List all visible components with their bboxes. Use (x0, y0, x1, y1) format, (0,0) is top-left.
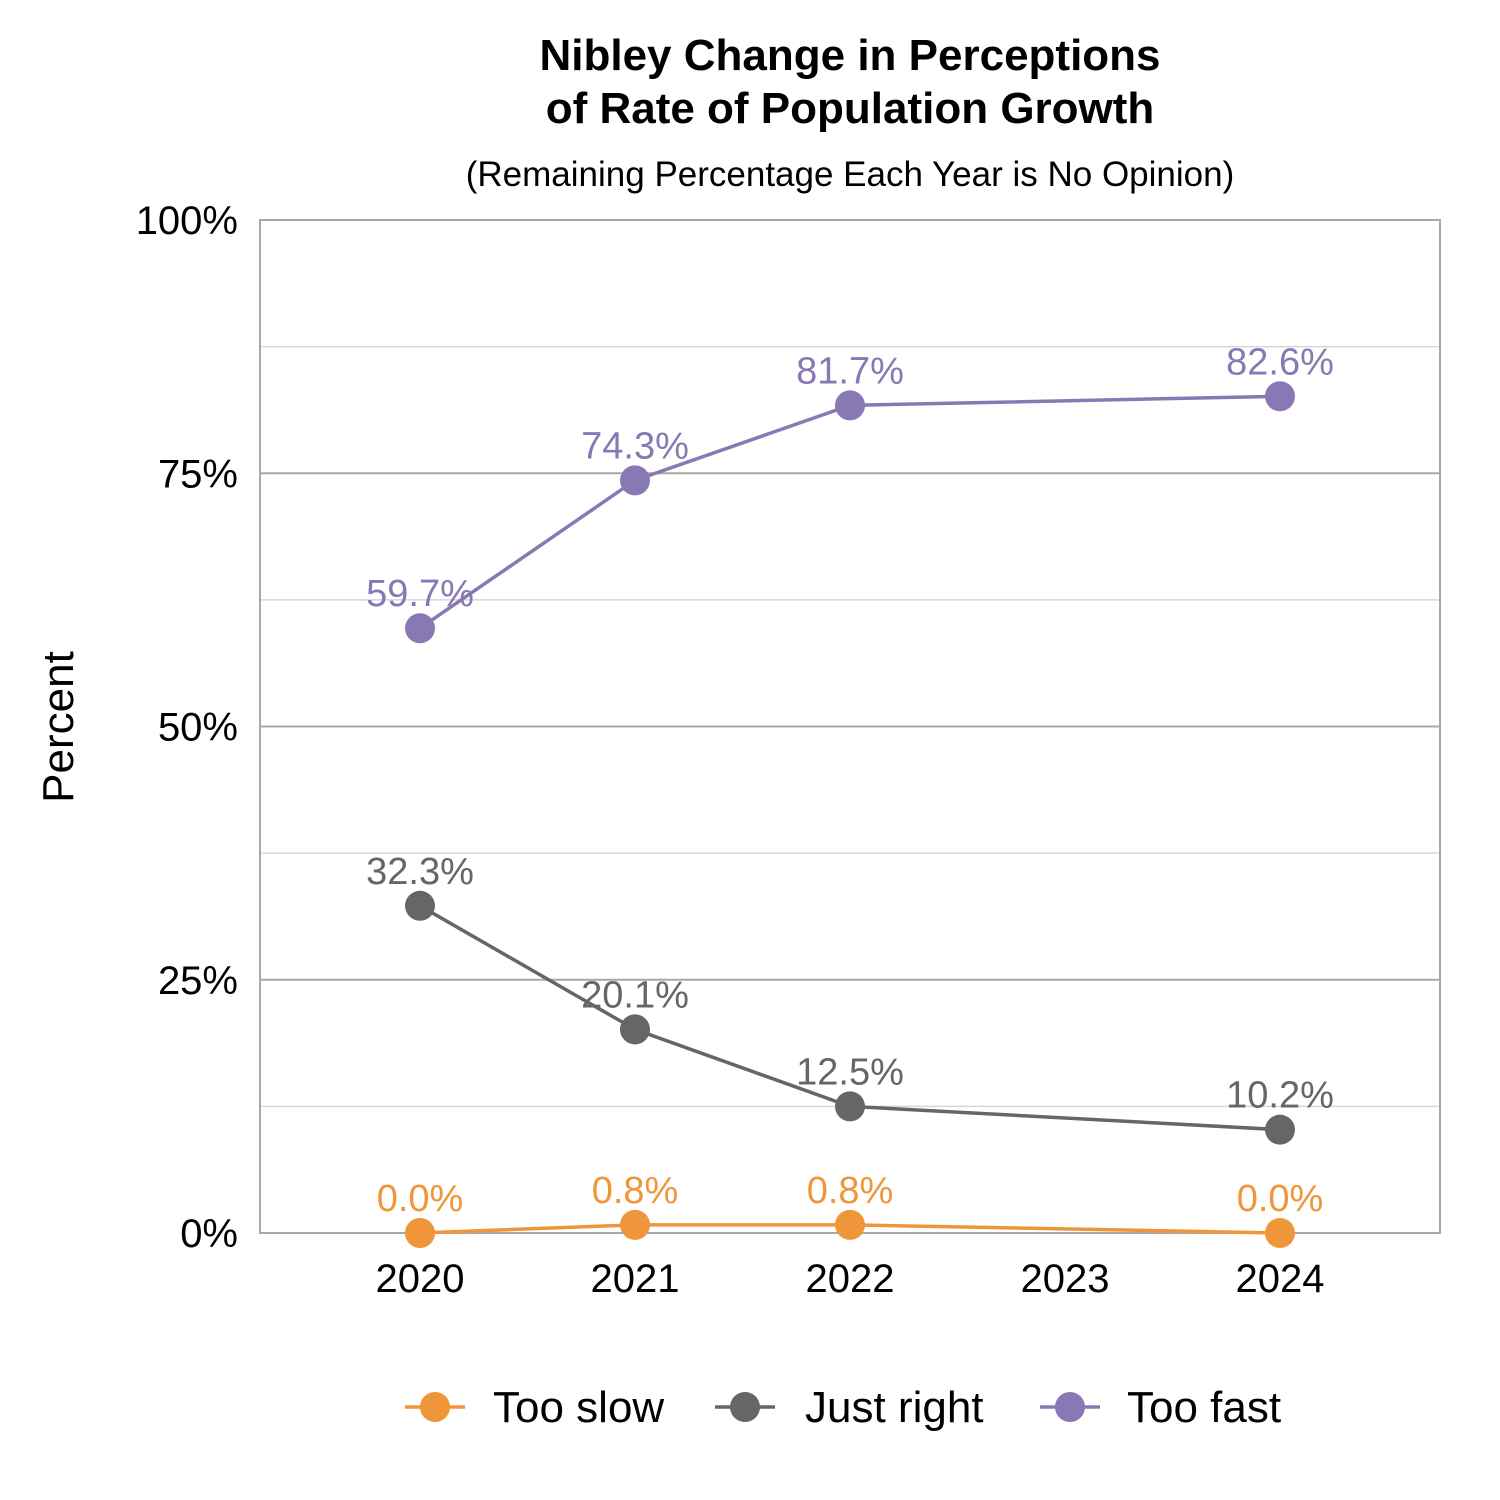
x-tick-label: 2022 (806, 1257, 895, 1301)
data-label: 82.6% (1226, 341, 1334, 383)
data-point (1265, 381, 1295, 412)
legend-item: Just right (715, 1383, 984, 1432)
y-tick-label: 75% (158, 452, 238, 496)
data-point (620, 1209, 650, 1240)
data-label: 59.7% (366, 573, 474, 615)
data-label: 32.3% (366, 851, 474, 893)
data-point (1265, 1218, 1295, 1248)
series-line (419, 1223, 1281, 1235)
data-label: 20.1% (581, 974, 689, 1016)
series-line (419, 394, 1281, 630)
data-label: 74.3% (581, 425, 689, 467)
data-point (835, 1091, 865, 1122)
legend-item: Too slow (405, 1383, 664, 1432)
legend-label: Too slow (493, 1383, 664, 1432)
y-tick-label: 100% (136, 199, 238, 243)
data-label: 0.0% (1237, 1178, 1324, 1220)
y-tick-label: 25% (158, 959, 238, 1003)
data-point (405, 1218, 435, 1248)
series-line (419, 904, 1281, 1132)
chart-subtitle: (Remaining Percentage Each Year is No Op… (466, 155, 1235, 194)
legend-label: Too fast (1127, 1383, 1281, 1432)
data-label: 0.8% (592, 1170, 679, 1212)
y-axis-label: Percent (34, 651, 83, 803)
legend-marker (1055, 1392, 1085, 1422)
data-point (620, 465, 650, 496)
legend-label: Just right (805, 1383, 984, 1432)
data-point (835, 1209, 865, 1240)
x-tick-label: 2021 (591, 1257, 680, 1301)
data-point (835, 390, 865, 421)
legend-marker (730, 1392, 760, 1422)
x-tick-label: 2024 (1236, 1257, 1325, 1301)
data-point (1265, 1114, 1295, 1145)
chart-title-line-1: Nibley Change in Perceptions (539, 31, 1160, 80)
x-tick-label: 2020 (376, 1257, 465, 1301)
data-point (620, 1014, 650, 1045)
data-label: 81.7% (796, 350, 904, 392)
y-tick-label: 50% (158, 706, 238, 750)
chart-title-line-2: of Rate of Population Growth (546, 84, 1155, 133)
data-label: 12.5% (796, 1051, 904, 1093)
legend-marker (420, 1392, 450, 1422)
x-tick-label: 2023 (1021, 1257, 1110, 1301)
data-label: 0.8% (807, 1170, 894, 1212)
data-label: 0.0% (377, 1178, 464, 1220)
series-too-slow: 0.0% 0.8% 0.8% 0.0% (377, 1170, 1324, 1248)
data-label: 10.2% (1226, 1075, 1334, 1117)
series-too-fast: 59.7% 74.3% 81.7% 82.6% (366, 341, 1334, 644)
data-point (405, 890, 435, 921)
series-just-right: 32.3% 20.1% 12.5% 10.2% (366, 851, 1334, 1145)
data-point (405, 613, 435, 644)
y-tick-label: 0% (180, 1212, 238, 1256)
legend-item: Too fast (1040, 1383, 1281, 1432)
